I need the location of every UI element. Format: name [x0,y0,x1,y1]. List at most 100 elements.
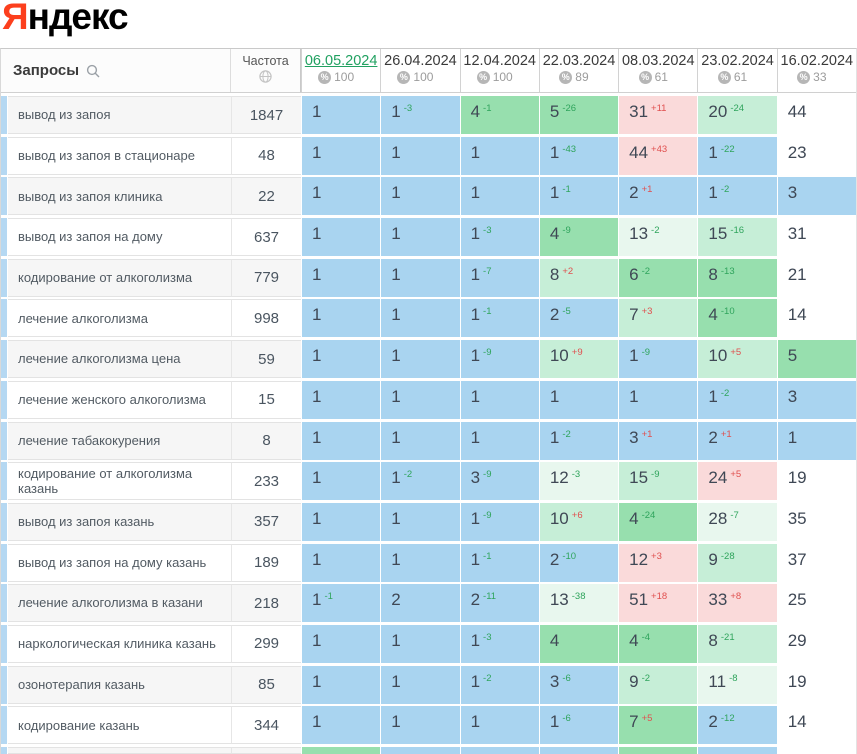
row-select-strip[interactable] [1,624,7,663]
position-cell[interactable]: 44 +43 [619,136,698,175]
position-cell[interactable]: 3 -6 [539,665,619,704]
position-cell[interactable]: 1 -2 [381,462,460,501]
position-cell[interactable]: 1 -2 [698,380,777,419]
position-cell[interactable]: 1 [302,665,381,704]
position-cell[interactable]: 1 [302,258,381,297]
position-cell[interactable]: 1 [381,340,460,379]
position-cell[interactable]: 1 [460,380,539,419]
keyword-cell[interactable]: вывод из запоя на дому казань [8,543,231,582]
date-column-header[interactable]: 12.04.2024% 100 [459,49,539,92]
date-label[interactable]: 23.02.2024 [701,53,774,69]
position-cell[interactable]: 1 [302,462,381,501]
position-cell[interactable]: 8 -13 [698,258,777,297]
row-select-strip[interactable] [1,340,7,379]
position-cell[interactable]: 13 -2 [619,218,698,257]
position-cell[interactable]: 1 [460,421,539,460]
position-cell[interactable]: 10 +5 [698,340,777,379]
keyword-cell[interactable]: кодирование от алкоголизма [8,258,231,297]
row-select-strip[interactable] [1,584,7,623]
keyword-cell[interactable]: вывод из запоя на дому [8,218,231,257]
position-cell[interactable]: 1 [302,421,381,460]
position-cell[interactable]: 1 -1 [460,543,539,582]
position-cell[interactable]: 1 -2 [698,177,777,216]
date-column-header[interactable]: 26.04.2024% 100 [380,49,460,92]
position-cell[interactable] [539,747,619,754]
keyword-cell[interactable]: озонотерапия казань [8,665,231,704]
position-cell[interactable]: 4 -4 [619,624,698,663]
position-cell[interactable]: 14 [777,299,856,338]
position-cell[interactable]: 1 [381,380,460,419]
position-cell[interactable]: 1 [302,177,381,216]
date-label[interactable]: 26.04.2024 [384,53,457,69]
position-cell[interactable]: 10 +6 [539,502,619,541]
position-cell[interactable]: 12 +3 [619,543,698,582]
row-select-strip[interactable] [1,462,7,501]
position-cell[interactable]: 2 [381,584,460,623]
position-cell[interactable]: 44 [777,96,856,134]
position-cell[interactable]: 5 [777,340,856,379]
row-select-strip[interactable] [1,258,7,297]
position-cell[interactable]: 1 [302,340,381,379]
keyword-cell[interactable]: лечение алкоголизма [8,299,231,338]
date-column-header[interactable]: 16.02.2024% 33 [776,49,856,92]
position-cell[interactable]: 19 [777,462,856,501]
position-cell[interactable]: 1 [381,624,460,663]
date-column-header[interactable]: 08.03.2024% 61 [618,49,698,92]
date-label[interactable]: 08.03.2024 [621,53,695,69]
position-cell[interactable]: 1 [539,380,619,419]
position-cell[interactable]: 15 -9 [619,462,698,501]
keyword-cell[interactable]: лечение женского алкоголизма [8,380,231,419]
position-cell[interactable]: 1 -9 [460,340,539,379]
position-cell[interactable]: 2 -5 [539,299,619,338]
position-cell[interactable]: 1 [460,136,539,175]
position-cell[interactable]: 31 [777,218,856,257]
position-cell[interactable]: 1 -43 [539,136,619,175]
position-cell[interactable]: 10 +9 [539,340,619,379]
row-select-strip[interactable] [1,543,7,582]
date-column-header[interactable]: 22.03.2024% 89 [538,49,619,92]
position-cell[interactable] [460,747,539,754]
position-cell[interactable]: 1 -3 [460,624,539,663]
row-select-strip[interactable] [1,136,7,175]
position-cell[interactable]: 1 [381,421,460,460]
row-select-strip[interactable] [1,706,7,745]
position-cell[interactable]: 1 [302,502,381,541]
position-cell[interactable]: 1 [302,543,381,582]
date-column-header[interactable]: 23.02.2024% 61 [697,49,777,92]
position-cell[interactable]: 2 -11 [460,584,539,623]
position-cell[interactable]: 8 +2 [539,258,619,297]
position-cell[interactable]: 29 [777,624,856,663]
position-cell[interactable] [302,747,381,754]
position-cell[interactable]: 4 -9 [539,218,619,257]
keyword-cell[interactable]: вывод из запоя в стационаре [8,136,231,175]
date-label[interactable]: 06.05.2024 [304,53,378,69]
position-cell[interactable] [381,747,460,754]
position-cell[interactable]: 1 [302,136,381,175]
position-cell[interactable]: 1 [460,706,539,745]
row-select-strip[interactable] [1,299,7,338]
position-cell[interactable]: 4 -24 [619,502,698,541]
keyword-cell[interactable]: кодирование от алкоголизма казань [8,462,231,501]
position-cell[interactable]: 1 -2 [539,421,619,460]
position-cell[interactable]: 1 [777,421,856,460]
queries-column-header[interactable]: Запросы [1,49,231,92]
row-select-strip[interactable] [1,218,7,257]
position-cell[interactable]: 1 -2 [460,665,539,704]
position-cell[interactable]: 1 -1 [302,584,381,623]
keyword-cell[interactable]: лечение алкоголизма в казани [8,584,231,623]
position-cell[interactable]: 1 -3 [381,96,460,134]
position-cell[interactable]: 14 [777,706,856,745]
position-cell[interactable]: 9 -28 [698,543,777,582]
position-cell[interactable]: 1 -1 [539,177,619,216]
position-cell[interactable]: 2 +1 [698,421,777,460]
search-icon[interactable] [86,64,100,78]
position-cell[interactable]: 1 -9 [619,340,698,379]
position-cell[interactable]: 4 -1 [460,96,539,134]
position-cell[interactable]: 1 [381,258,460,297]
row-select-strip[interactable] [1,747,7,754]
position-cell[interactable]: 3 [777,177,856,216]
position-cell[interactable]: 1 [302,380,381,419]
position-cell[interactable]: 1 [302,624,381,663]
position-cell[interactable]: 7 +3 [619,299,698,338]
position-cell[interactable]: 15 -16 [698,218,777,257]
